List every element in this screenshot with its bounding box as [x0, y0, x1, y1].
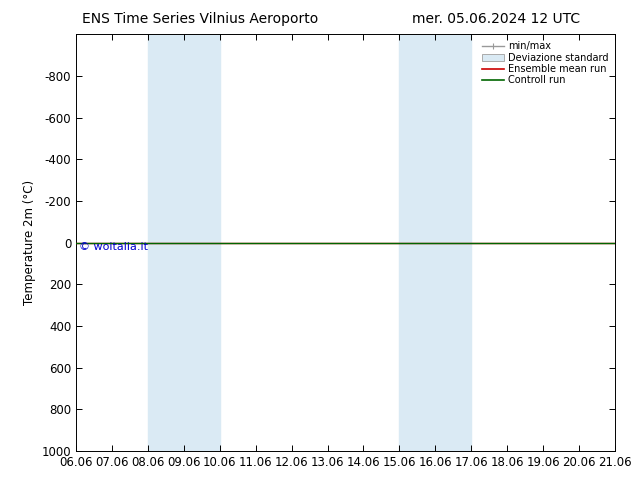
Y-axis label: Temperature 2m (°C): Temperature 2m (°C)	[23, 180, 36, 305]
Text: ENS Time Series Vilnius Aeroporto: ENS Time Series Vilnius Aeroporto	[82, 12, 319, 26]
Bar	[399, 34, 471, 451]
Legend: min/max, Deviazione standard, Ensemble mean run, Controll run: min/max, Deviazione standard, Ensemble m…	[481, 39, 610, 87]
Text: © woitalia.it: © woitalia.it	[79, 242, 148, 252]
Bar	[148, 34, 220, 451]
Text: mer. 05.06.2024 12 UTC: mer. 05.06.2024 12 UTC	[412, 12, 580, 26]
